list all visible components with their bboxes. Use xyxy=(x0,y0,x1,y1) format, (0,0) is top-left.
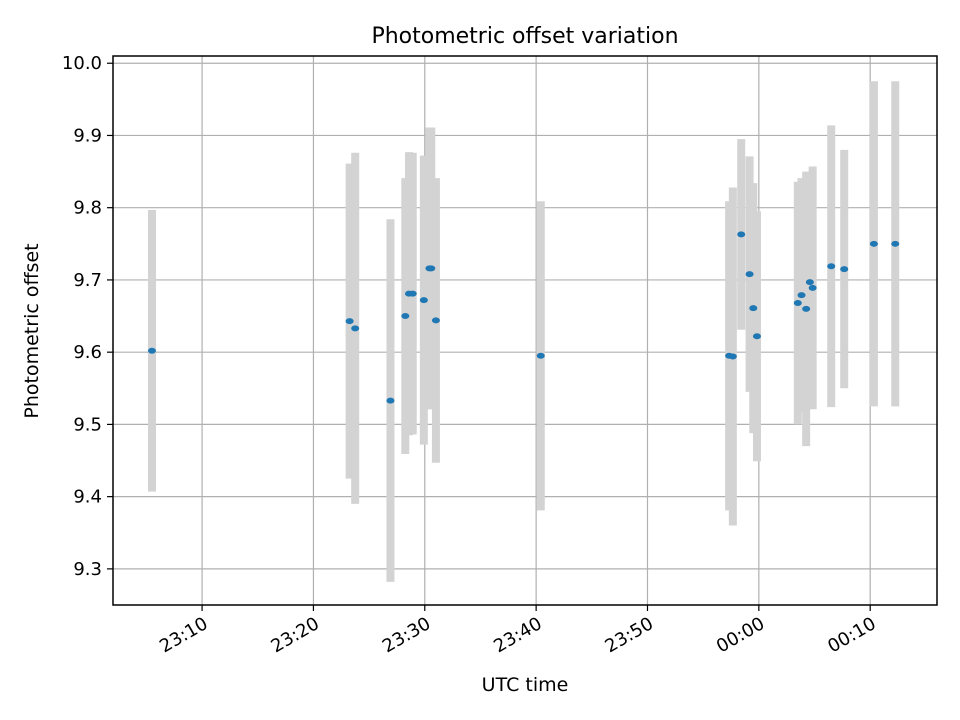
data-point xyxy=(401,313,410,320)
data-point xyxy=(419,297,428,304)
data-point xyxy=(802,305,811,312)
y-tick-label: 9.5 xyxy=(73,414,102,435)
plot-frame xyxy=(112,55,938,606)
data-point xyxy=(536,352,545,359)
y-tick-label: 9.4 xyxy=(73,487,102,508)
data-point xyxy=(793,300,802,307)
data-point xyxy=(869,240,878,247)
data-point xyxy=(427,265,436,272)
data-point xyxy=(728,353,737,360)
x-axis-label: UTC time xyxy=(482,674,569,696)
data-point xyxy=(745,271,754,278)
data-point xyxy=(891,240,900,247)
data-point xyxy=(147,347,156,354)
data-point xyxy=(797,292,806,299)
y-tick-label: 9.8 xyxy=(73,198,102,219)
y-tick-label: 9.3 xyxy=(73,559,102,580)
data-point xyxy=(827,263,836,270)
y-tick-label: 9.6 xyxy=(73,342,102,363)
data-point xyxy=(408,290,417,297)
data-point xyxy=(805,279,814,286)
y-tick-label: 10.0 xyxy=(62,53,102,74)
data-point xyxy=(737,231,746,238)
data-point xyxy=(808,284,817,291)
data-point xyxy=(749,305,758,312)
data-point xyxy=(345,318,354,325)
plot-area xyxy=(112,55,938,606)
chart-title: Photometric offset variation xyxy=(371,24,678,49)
y-tick-label: 9.9 xyxy=(73,125,102,146)
data-point xyxy=(351,325,360,332)
y-axis-ticks: 9.3 9.4 9.5 9.6 9.7 9.8 9.9 10.0 xyxy=(62,53,113,580)
data-point xyxy=(840,266,849,273)
y-tick-label: 9.7 xyxy=(73,270,102,291)
data-point xyxy=(752,333,761,340)
data-markers xyxy=(147,231,900,404)
data-point xyxy=(386,397,395,404)
data-point xyxy=(431,317,440,324)
y-axis-label: Photometric offset xyxy=(21,243,43,418)
